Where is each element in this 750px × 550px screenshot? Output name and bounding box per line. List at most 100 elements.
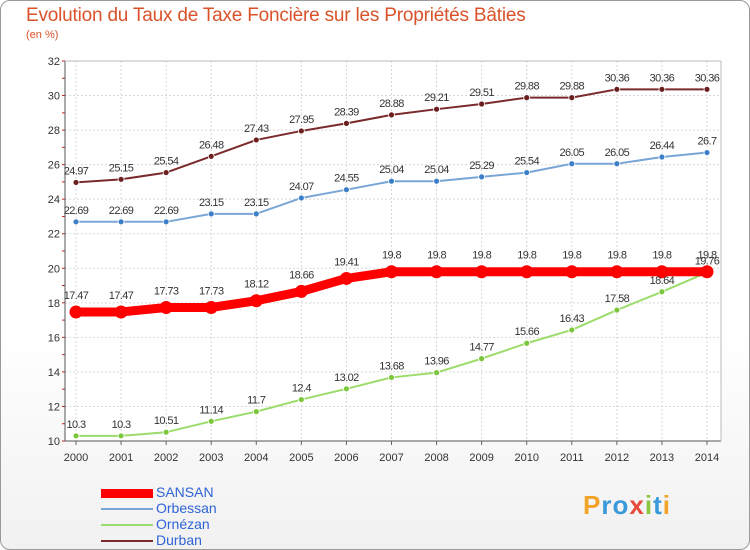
x-tick-label: 2003 bbox=[199, 452, 223, 464]
data-label-ornézan: 18.64 bbox=[650, 275, 675, 287]
x-tick-label: 2001 bbox=[109, 452, 133, 464]
data-label-sansan: 19.8 bbox=[562, 250, 581, 262]
data-label-ornézan: 12.4 bbox=[292, 383, 311, 395]
data-point-ornézan bbox=[297, 396, 305, 403]
data-point-ornézan bbox=[117, 432, 125, 440]
data-label-durban: 29.88 bbox=[514, 81, 539, 93]
data-label-durban: 27.95 bbox=[289, 114, 314, 126]
data-point-orbessan bbox=[433, 177, 440, 185]
data-point-sansan bbox=[339, 271, 353, 285]
data-label-ornézan: 17.58 bbox=[605, 293, 630, 305]
data-label-orbessan: 25.54 bbox=[514, 156, 539, 168]
x-tick-label: 2000 bbox=[64, 452, 88, 464]
data-point-ornézan bbox=[613, 306, 621, 314]
data-label-ornézan: 11.14 bbox=[199, 404, 223, 416]
logo-letter: i bbox=[662, 490, 671, 520]
legend-swatch bbox=[101, 524, 153, 526]
y-tick-label: 22 bbox=[48, 229, 60, 241]
logo-letter: P bbox=[583, 490, 602, 520]
data-point-durban bbox=[343, 119, 350, 127]
data-label-orbessan: 23.15 bbox=[199, 197, 224, 209]
data-point-sansan bbox=[520, 265, 534, 279]
data-point-orbessan bbox=[252, 210, 260, 218]
y-tick-label: 30 bbox=[48, 91, 60, 103]
data-label-orbessan: 26.05 bbox=[560, 147, 585, 159]
data-label-orbessan: 25.04 bbox=[424, 164, 449, 176]
data-point-orbessan bbox=[72, 218, 80, 226]
data-point-durban bbox=[568, 94, 576, 102]
data-label-sansan: 19.8 bbox=[607, 250, 626, 262]
data-label-ornézan: 13.96 bbox=[424, 356, 449, 368]
data-point-durban bbox=[252, 136, 260, 144]
data-label-ornézan: 19.76 bbox=[695, 255, 720, 267]
x-tick-label: 2009 bbox=[469, 452, 493, 464]
data-point-ornézan bbox=[252, 408, 260, 416]
legend-swatch bbox=[101, 488, 153, 498]
data-label-orbessan: 26.05 bbox=[605, 147, 630, 159]
x-tick-label: 2002 bbox=[154, 452, 178, 464]
y-tick-label: 32 bbox=[48, 56, 60, 68]
data-label-orbessan: 24.07 bbox=[289, 181, 314, 193]
data-point-sansan bbox=[69, 305, 83, 319]
legend-label: Orbessan bbox=[156, 500, 217, 516]
x-tick-label: 2008 bbox=[424, 452, 448, 464]
data-point-sansan bbox=[159, 300, 173, 314]
proxiti-logo: Proxiti bbox=[583, 490, 671, 521]
data-label-ornézan: 14.77 bbox=[469, 342, 494, 354]
x-tick-label: 2005 bbox=[289, 452, 313, 464]
data-label-durban: 30.36 bbox=[605, 72, 630, 84]
data-label-sansan: 18.12 bbox=[244, 279, 269, 291]
data-label-sansan: 19.41 bbox=[334, 256, 359, 268]
data-point-sansan bbox=[475, 265, 489, 279]
data-label-ornézan: 11.7 bbox=[247, 395, 266, 407]
data-label-orbessan: 22.69 bbox=[154, 205, 179, 217]
data-label-durban: 27.43 bbox=[244, 123, 269, 135]
data-label-ornézan: 13.68 bbox=[379, 360, 404, 372]
data-label-sansan: 17.73 bbox=[199, 285, 224, 297]
y-tick-label: 28 bbox=[48, 125, 60, 137]
data-point-durban bbox=[613, 85, 621, 93]
legend-label: Ornézan bbox=[156, 516, 210, 532]
data-label-sansan: 17.47 bbox=[64, 290, 89, 302]
data-point-sansan bbox=[204, 300, 218, 314]
data-point-sansan bbox=[430, 265, 444, 279]
data-label-durban: 28.39 bbox=[334, 106, 359, 118]
data-point-durban bbox=[207, 152, 215, 160]
data-label-orbessan: 22.69 bbox=[109, 205, 134, 217]
series-layer bbox=[69, 85, 714, 440]
data-label-orbessan: 22.69 bbox=[64, 205, 89, 217]
data-label-durban: 29.51 bbox=[469, 87, 494, 99]
data-point-sansan bbox=[700, 265, 714, 279]
x-tick-label: 2011 bbox=[560, 452, 584, 464]
data-label-ornézan: 13.02 bbox=[334, 372, 359, 384]
data-point-sansan bbox=[610, 265, 624, 279]
data-point-sansan bbox=[385, 265, 398, 279]
data-label-durban: 28.88 bbox=[379, 98, 404, 110]
x-tick-label: 2007 bbox=[379, 452, 403, 464]
data-point-ornézan bbox=[343, 385, 350, 393]
data-label-sansan: 19.8 bbox=[472, 250, 491, 262]
data-label-orbessan: 25.04 bbox=[379, 164, 404, 176]
logo-letter: o bbox=[612, 490, 630, 520]
data-label-sansan: 17.73 bbox=[154, 285, 179, 297]
data-point-sansan bbox=[565, 265, 579, 279]
y-tick-label: 20 bbox=[48, 263, 60, 275]
data-point-ornézan bbox=[478, 355, 486, 363]
data-point-ornézan bbox=[207, 417, 215, 425]
legend-label: Durban bbox=[156, 532, 202, 548]
x-tick-label: 2012 bbox=[605, 452, 629, 464]
data-point-sansan bbox=[655, 265, 669, 279]
data-point-ornézan bbox=[433, 369, 440, 377]
data-point-durban bbox=[72, 179, 80, 186]
data-point-ornézan bbox=[72, 432, 80, 440]
data-point-ornézan bbox=[658, 288, 666, 296]
data-label-durban: 25.15 bbox=[109, 162, 134, 174]
data-point-durban bbox=[388, 111, 395, 119]
data-point-durban bbox=[478, 100, 486, 108]
data-point-durban bbox=[433, 105, 440, 113]
data-point-orbessan bbox=[117, 218, 125, 226]
data-point-orbessan bbox=[523, 169, 531, 176]
data-label-orbessan: 23.15 bbox=[244, 197, 269, 209]
data-point-orbessan bbox=[297, 194, 305, 202]
